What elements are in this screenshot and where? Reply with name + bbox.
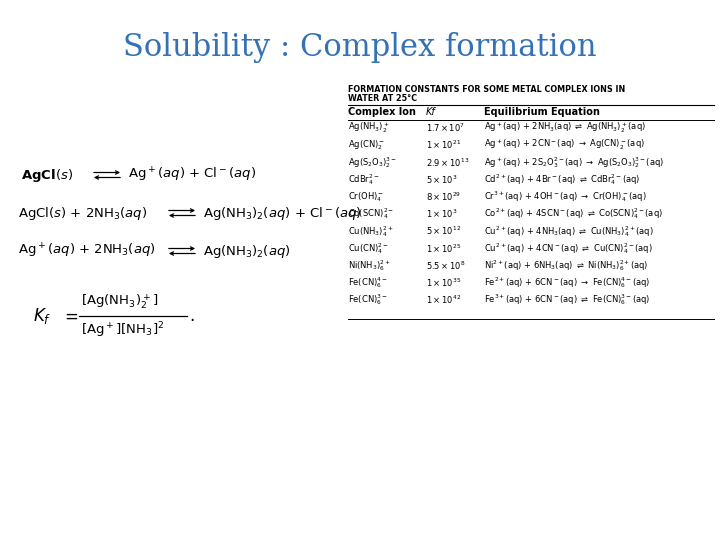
Text: Cu(NH$_3$)$_4^{2+}$: Cu(NH$_3$)$_4^{2+}$ — [348, 224, 393, 239]
Text: $=$: $=$ — [61, 307, 78, 325]
Text: $1.7 \times 10^7$: $1.7 \times 10^7$ — [426, 122, 465, 134]
Text: Cr$^{3+}$(aq) + 4OH$^-$(aq) $\rightarrow$ Cr(OH)$_4^-$(aq): Cr$^{3+}$(aq) + 4OH$^-$(aq) $\rightarrow… — [484, 190, 647, 204]
Text: Ni(NH$_3$)$_6^{2+}$: Ni(NH$_3$)$_6^{2+}$ — [348, 258, 391, 273]
Text: Cr(OH)$_4^-$: Cr(OH)$_4^-$ — [348, 190, 384, 204]
Text: CdBr$_4^{2-}$: CdBr$_4^{2-}$ — [348, 172, 379, 187]
Text: Cu$^{2+}$(aq) + 4NH$_3$(aq) $\rightleftharpoons$ Cu(NH$_3$)$_4^{2+}$(aq): Cu$^{2+}$(aq) + 4NH$_3$(aq) $\rightlefth… — [484, 224, 654, 239]
Text: $1 \times 10^{25}$: $1 \times 10^{25}$ — [426, 242, 462, 254]
Text: $K_f$: $K_f$ — [33, 306, 51, 326]
Text: $[\mathrm{Ag^+}][\mathrm{NH_3}]^2$: $[\mathrm{Ag^+}][\mathrm{NH_3}]^2$ — [81, 320, 164, 340]
Text: Ag$^+$(aq) + 2S$_2$O$_3^{2-}$(aq) $\rightarrow$ Ag(S$_2$O$_3$)$_2^{3-}$(aq): Ag$^+$(aq) + 2S$_2$O$_3^{2-}$(aq) $\righ… — [484, 155, 665, 170]
Text: Fe$^{3+}$(aq) + 6CN$^-$(aq) $\rightleftharpoons$ Fe(CN)$_6^{3-}$(aq): Fe$^{3+}$(aq) + 6CN$^-$(aq) $\rightlefth… — [484, 293, 650, 307]
Text: .: . — [189, 307, 194, 325]
Text: Ag(NH$_3$)$_2$$(aq)$: Ag(NH$_3$)$_2$$(aq)$ — [203, 242, 291, 260]
Text: Ag(S$_2$O$_3$)$_2^{3-}$: Ag(S$_2$O$_3$)$_2^{3-}$ — [348, 155, 397, 170]
Text: $8 \times 10^{29}$: $8 \times 10^{29}$ — [426, 191, 462, 203]
Text: Complex Ion: Complex Ion — [348, 107, 416, 117]
Text: Ag(NH$_3$)$_2$$(aq)$ + Cl$^-$$(aq)$: Ag(NH$_3$)$_2$$(aq)$ + Cl$^-$$(aq)$ — [203, 205, 362, 221]
Text: $1 \times 10^{21}$: $1 \times 10^{21}$ — [426, 139, 462, 151]
Text: FORMATION CONSTANTS FOR SOME METAL COMPLEX IONS IN: FORMATION CONSTANTS FOR SOME METAL COMPL… — [348, 85, 625, 94]
Text: $\mathbf{AgCl}$$(s)$: $\mathbf{AgCl}$$(s)$ — [21, 166, 73, 184]
Text: Fe$^{2+}$(aq) + 6CN$^-$(aq) $\rightarrow$ Fe(CN)$_6^{4-}$(aq): Fe$^{2+}$(aq) + 6CN$^-$(aq) $\rightarrow… — [484, 275, 650, 290]
Text: Equilibrium Equation: Equilibrium Equation — [484, 107, 600, 117]
Text: Solubility : Complex formation: Solubility : Complex formation — [123, 32, 597, 63]
Text: $1 \times 10^{42}$: $1 \times 10^{42}$ — [426, 294, 462, 306]
Text: Cu$^{2+}$(aq) + 4CN$^-$(aq) $\rightleftharpoons$ Cu(CN)$_4^{2-}$(aq): Cu$^{2+}$(aq) + 4CN$^-$(aq) $\rightlefth… — [484, 241, 652, 256]
Text: Kf: Kf — [426, 107, 436, 117]
Text: Ag(NH$_3$)$_2^+$: Ag(NH$_3$)$_2^+$ — [348, 121, 390, 135]
Text: Ni$^{2+}$(aq) + 6NH$_3$(aq) $\rightleftharpoons$ Ni(NH$_3$)$_6^{2+}$(aq): Ni$^{2+}$(aq) + 6NH$_3$(aq) $\rightlefth… — [484, 258, 649, 273]
Text: Cu(CN)$_4^{2-}$: Cu(CN)$_4^{2-}$ — [348, 241, 389, 256]
Text: $1 \times 10^3$: $1 \times 10^3$ — [426, 208, 458, 220]
Text: Ag$^+$(aq) + 2NH$_3$(aq) $\rightleftharpoons$ Ag(NH$_3$)$_2^+$(aq): Ag$^+$(aq) + 2NH$_3$(aq) $\rightleftharp… — [484, 121, 646, 135]
Text: $5 \times 10^3$: $5 \times 10^3$ — [426, 173, 458, 186]
Text: $1 \times 10^{35}$: $1 \times 10^{35}$ — [426, 276, 462, 289]
Text: $2.9 \times 10^{13}$: $2.9 \times 10^{13}$ — [426, 156, 469, 168]
Text: $[\mathrm{Ag(NH_3)_2^+}]$: $[\mathrm{Ag(NH_3)_2^+}]$ — [81, 293, 158, 312]
Text: $5.5 \times 10^8$: $5.5 \times 10^8$ — [426, 259, 466, 272]
Text: Fe(CN)$_6^{4-}$: Fe(CN)$_6^{4-}$ — [348, 275, 388, 290]
Text: Ag$^+$(aq) + 2CN$^-$(aq) $\rightarrow$ Ag(CN)$_2^-$(aq): Ag$^+$(aq) + 2CN$^-$(aq) $\rightarrow$ A… — [484, 138, 645, 152]
Text: Ag$^+$$(aq)$ + Cl$^-$$(aq)$: Ag$^+$$(aq)$ + Cl$^-$$(aq)$ — [128, 166, 256, 184]
Text: $5 \times 10^{12}$: $5 \times 10^{12}$ — [426, 225, 462, 238]
Text: Ag(CN)$_2^-$: Ag(CN)$_2^-$ — [348, 138, 385, 152]
Text: Cd$^{2+}$(aq) + 4Br$^-$(aq) $\rightleftharpoons$ CdBr$_4^{2-}$(aq): Cd$^{2+}$(aq) + 4Br$^-$(aq) $\rightlefth… — [484, 172, 640, 187]
Text: Co$^{2+}$(aq) + 4SCN$^-$(aq) $\rightleftharpoons$ Co(SCN)$_4^{2-}$(aq): Co$^{2+}$(aq) + 4SCN$^-$(aq) $\rightleft… — [484, 206, 663, 221]
Text: Fe(CN)$_6^{3-}$: Fe(CN)$_6^{3-}$ — [348, 293, 388, 307]
Text: WATER AT 25°C: WATER AT 25°C — [348, 94, 417, 103]
Text: AgCl$(s)$ + 2NH$_3$$(aq)$: AgCl$(s)$ + 2NH$_3$$(aq)$ — [18, 205, 147, 221]
Text: Co(SCN)$_4^{2-}$: Co(SCN)$_4^{2-}$ — [348, 206, 394, 221]
Text: Ag$^+$$(aq)$ + 2NH$_3$$(aq)$: Ag$^+$$(aq)$ + 2NH$_3$$(aq)$ — [18, 242, 156, 260]
